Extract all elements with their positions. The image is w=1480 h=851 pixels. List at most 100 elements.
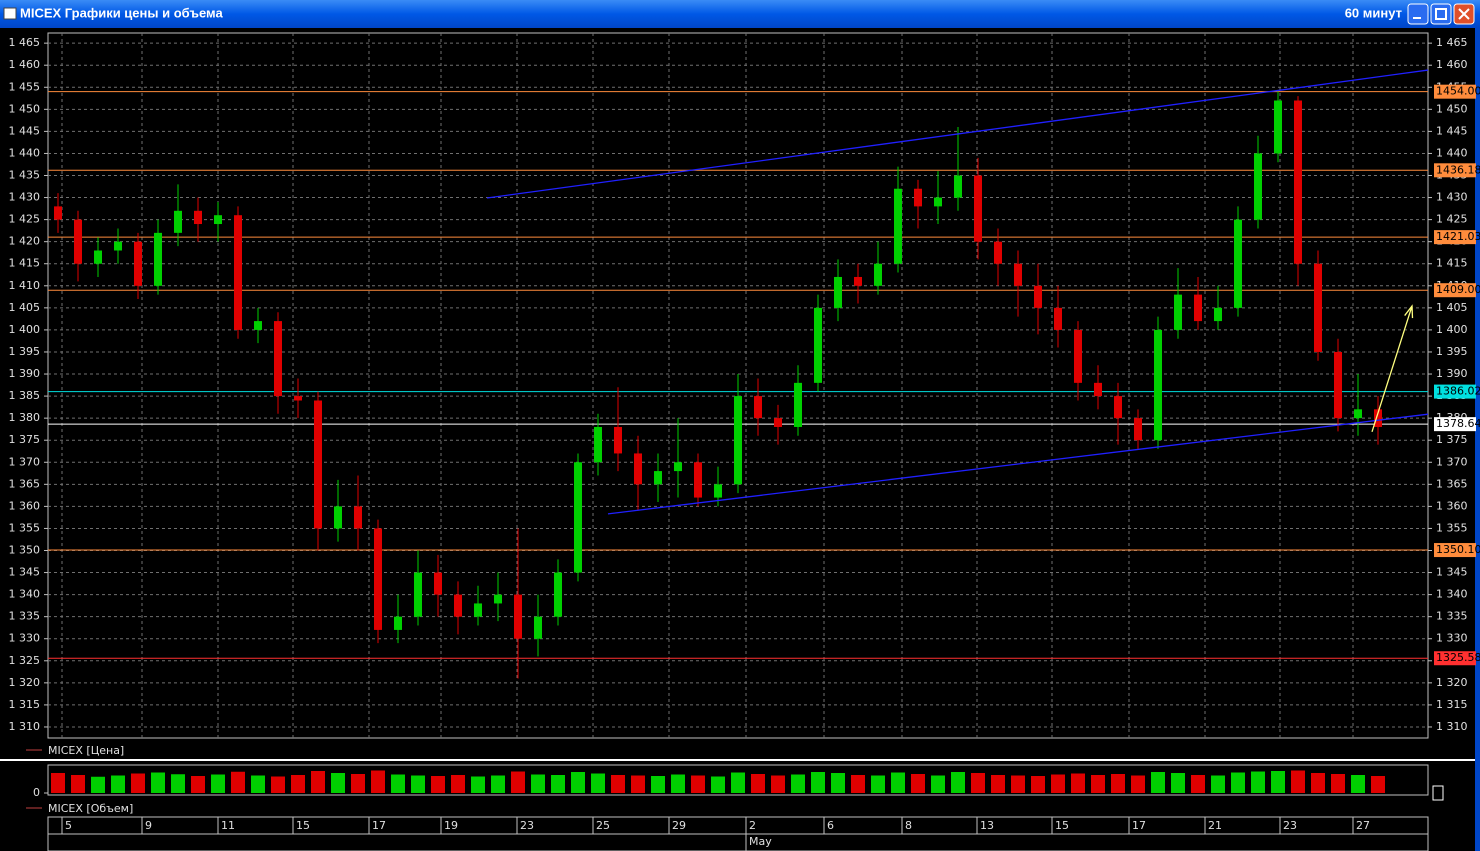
- volume-bar: [1051, 774, 1065, 793]
- volume-bar: [851, 775, 865, 793]
- month-label: May: [749, 835, 772, 848]
- volume-bar: [431, 776, 445, 793]
- candle-body: [54, 206, 62, 220]
- volume-bar: [371, 770, 385, 793]
- candle-body: [1254, 153, 1262, 220]
- interval-label: 60 минут: [1345, 5, 1402, 20]
- volume-bar: [191, 776, 205, 793]
- y-tick-label: 1 400: [1436, 323, 1468, 336]
- y-tick-label: 1 375: [1436, 433, 1468, 446]
- maximize-button[interactable]: [1430, 3, 1452, 25]
- y-tick-label: 1 445: [1436, 124, 1468, 137]
- x-tick-label: 29: [672, 819, 686, 832]
- candle-body: [1094, 382, 1102, 397]
- level-label: 1378.64: [1436, 417, 1480, 430]
- y-tick-label: 1 415: [9, 257, 41, 270]
- y-tick-label: 1 355: [9, 521, 41, 534]
- x-tick-label: 8: [905, 819, 912, 832]
- volume-bar: [251, 775, 265, 793]
- volume-bar: [1131, 775, 1145, 793]
- candle-body: [214, 215, 222, 225]
- window-border: [1475, 28, 1480, 851]
- y-tick-label: 1 315: [1436, 698, 1468, 711]
- y-tick-label: 1 390: [9, 367, 41, 380]
- y-tick-label: 1 450: [1436, 102, 1468, 115]
- y-tick-label: 1 460: [9, 58, 41, 71]
- y-tick-label: 1 310: [9, 720, 41, 733]
- x-tick-label: 23: [1283, 819, 1297, 832]
- level-tag: [1434, 283, 1476, 298]
- y-tick-label: 1 320: [9, 676, 41, 689]
- x-tick-label: 2: [749, 819, 756, 832]
- candle-body: [154, 232, 162, 286]
- candle-body: [254, 321, 262, 330]
- volume-bar: [591, 773, 605, 793]
- candle-body: [754, 396, 762, 419]
- candle-body: [414, 572, 422, 617]
- volume-bar: [51, 773, 65, 793]
- candle-body: [674, 462, 682, 472]
- level-label: 1325.58: [1436, 651, 1480, 664]
- volume-bar: [691, 775, 705, 793]
- volume-panel: [47, 764, 1429, 796]
- x-tick-label: 9: [145, 819, 152, 832]
- close-icon: [1458, 8, 1470, 20]
- candle-body: [694, 462, 702, 498]
- candle-body: [234, 215, 242, 330]
- volume-bar: [711, 776, 725, 793]
- candle-body: [1294, 100, 1302, 264]
- y-tick-label: 1 395: [9, 345, 41, 358]
- x-tick-label: 15: [296, 819, 310, 832]
- arrow-head: [1404, 304, 1414, 319]
- candle-body: [834, 276, 842, 308]
- volume-bar: [1291, 770, 1305, 793]
- volume-bar: [511, 771, 525, 793]
- x-tick-label: 11: [221, 819, 235, 832]
- level-tag: [1434, 384, 1476, 399]
- level-label: 1386.02: [1436, 385, 1480, 398]
- candle-body: [734, 396, 742, 485]
- candle-body: [134, 241, 142, 286]
- x-tick-label: 13: [980, 819, 994, 832]
- candle-body: [994, 241, 1002, 264]
- x-tick-label: 23: [520, 819, 534, 832]
- y-tick-label: 1 335: [1436, 610, 1468, 623]
- y-tick-label: 1 465: [9, 36, 41, 49]
- y-tick-label: 1 430: [9, 191, 41, 204]
- y-tick-label: 1 425: [9, 213, 41, 226]
- level-tag: [1434, 84, 1476, 99]
- level-label: 1350.10: [1436, 543, 1480, 556]
- candle-body: [1214, 307, 1222, 322]
- volume-bar: [491, 775, 505, 793]
- volume-bar: [1311, 773, 1325, 793]
- y-tick-label: 1 410: [9, 279, 41, 292]
- candle-body: [714, 484, 722, 498]
- x-tick-label: 17: [1132, 819, 1146, 832]
- candle-body: [114, 241, 122, 251]
- volume-scroll[interactable]: [1432, 785, 1444, 801]
- volume-bar: [151, 772, 165, 793]
- y-tick-label: 1 335: [9, 610, 41, 623]
- volume-bar: [731, 772, 745, 793]
- volume-bar: [611, 775, 625, 793]
- x-tick-label: 17: [372, 819, 386, 832]
- candle-body: [74, 219, 82, 264]
- volume-bar: [771, 775, 785, 793]
- volume-bar: [311, 771, 325, 793]
- y-tick-label: 1 325: [9, 654, 41, 667]
- y-tick-label: 1 430: [1436, 191, 1468, 204]
- y-tick-label: 1 405: [9, 301, 41, 314]
- candle-body: [814, 307, 822, 383]
- minimize-button[interactable]: [1407, 3, 1429, 25]
- candle-body: [354, 506, 362, 529]
- y-tick-label: 1 435: [9, 169, 41, 182]
- y-tick-label: 1 455: [9, 80, 41, 93]
- window-buttons[interactable]: [1407, 3, 1475, 25]
- level-tag: [1434, 163, 1476, 178]
- volume-bar: [871, 775, 885, 793]
- volume-bar: [131, 773, 145, 793]
- trend-line: [607, 413, 1429, 515]
- x-tick-label: 19: [444, 819, 458, 832]
- volume-bar: [971, 773, 985, 793]
- level-label: 1421.03: [1436, 230, 1480, 243]
